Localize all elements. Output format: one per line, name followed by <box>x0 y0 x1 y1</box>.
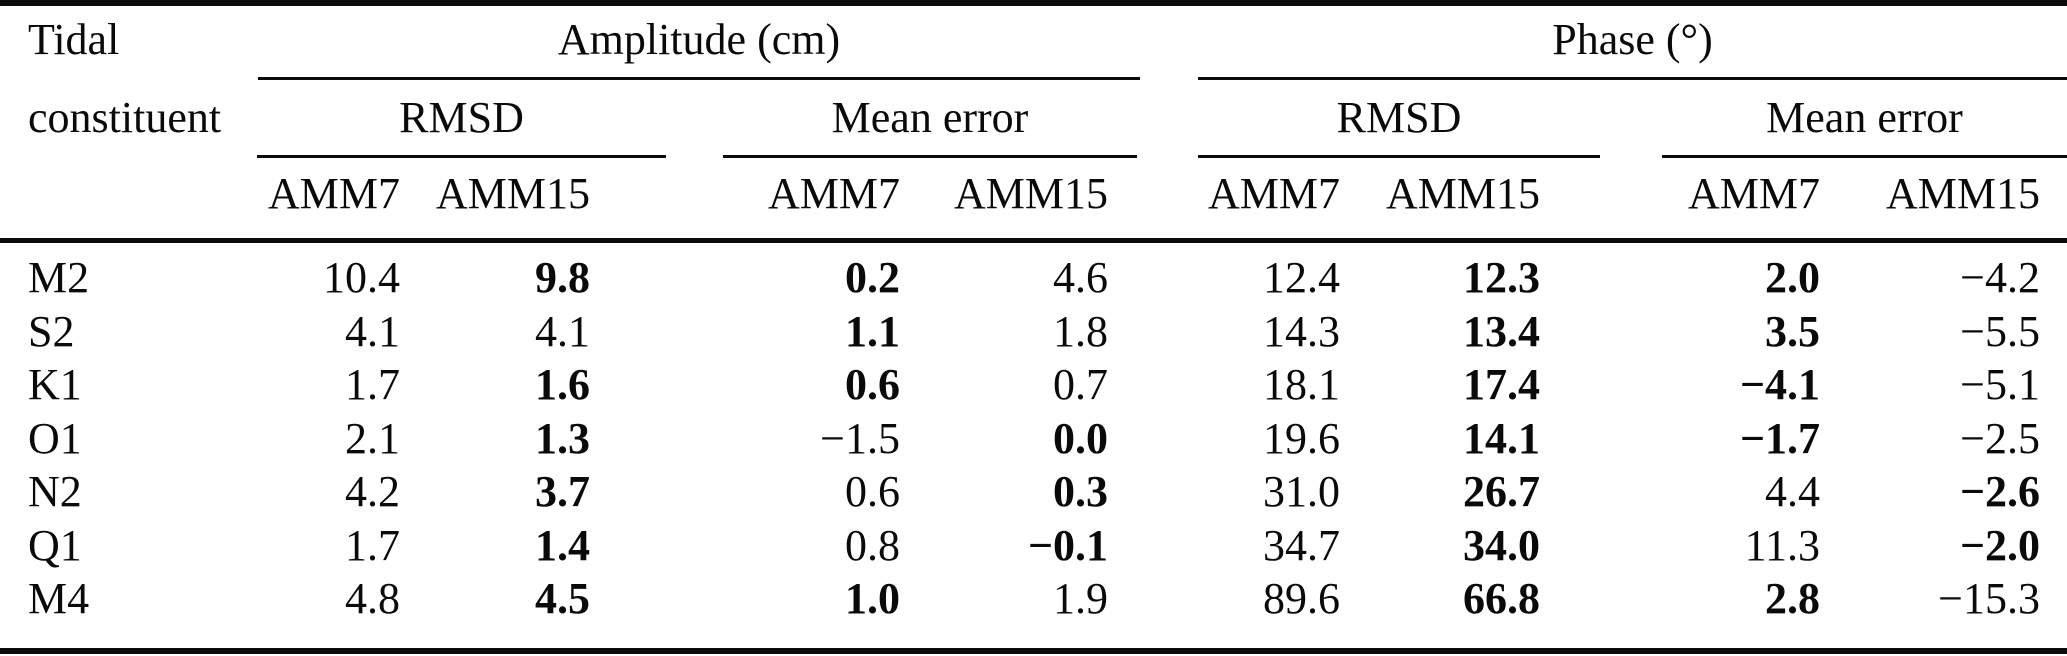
value-cell: 4.6 <box>1053 253 1108 302</box>
value-cell: 4.1 <box>345 306 400 356</box>
top-rule <box>0 0 2067 6</box>
phase-mean-error-header: Mean error <box>1766 93 1963 142</box>
phase-underline <box>1198 77 2067 80</box>
value-cell: 0.6 <box>845 360 900 409</box>
table-row: Q1 1.7 1.4 0.8 −0.1 34.7 34.0 11.3 −2.0 <box>0 519 2067 573</box>
bottom-rule <box>0 648 2067 654</box>
value-cell: 2.1 <box>345 413 400 463</box>
phase-mean-error-underline <box>1662 155 2067 158</box>
amp-rmsd-underline <box>257 155 666 158</box>
value-cell: 14.3 <box>1263 306 1340 356</box>
value-cell: 0.8 <box>845 520 900 570</box>
table-row: N2 4.2 3.7 0.6 0.3 31.0 26.7 4.4 −2.6 <box>0 465 2067 519</box>
value-cell: 0.3 <box>1053 467 1108 516</box>
amplitude-group-header: Amplitude (cm) <box>557 15 841 64</box>
phase-rmsd-underline <box>1198 155 1600 158</box>
value-cell: 10.4 <box>323 253 400 302</box>
value-cell: 4.1 <box>535 306 590 356</box>
model-header: AMM15 <box>435 169 590 218</box>
value-cell: 1.0 <box>845 574 900 623</box>
model-header: AMM7 <box>267 169 400 218</box>
constituent-label: O1 <box>28 413 82 463</box>
value-cell: 4.2 <box>345 467 400 516</box>
value-cell: 9.8 <box>535 253 590 302</box>
value-cell: 19.6 <box>1263 413 1340 463</box>
value-cell: −1.7 <box>1739 413 1820 463</box>
constituent-label: M4 <box>28 574 90 623</box>
value-cell: 89.6 <box>1263 574 1340 623</box>
value-cell: 1.4 <box>535 520 590 570</box>
value-cell: 4.4 <box>1765 467 1820 516</box>
value-cell: 1.7 <box>345 360 400 409</box>
amp-mean-error-underline <box>723 155 1137 158</box>
model-header-spacer <box>0 166 255 222</box>
value-cell: −2.6 <box>1959 467 2040 516</box>
phase-rmsd-header: RMSD <box>1336 93 1462 142</box>
value-cell: 12.4 <box>1263 253 1340 302</box>
value-cell: 1.6 <box>535 360 590 409</box>
value-cell: 12.3 <box>1463 253 1540 302</box>
model-header: AMM15 <box>1385 169 1540 218</box>
table-row: K1 1.7 1.6 0.6 0.7 18.1 17.4 −4.1 −5.1 <box>0 358 2067 412</box>
row-header-line2: constituent <box>28 93 222 142</box>
value-cell: 3.5 <box>1765 306 1820 356</box>
value-cell: 1.7 <box>345 520 400 570</box>
value-cell: 1.1 <box>845 306 900 356</box>
value-cell: 18.1 <box>1263 360 1340 409</box>
constituent-label: N2 <box>28 467 82 516</box>
header-body-rule <box>0 238 2067 243</box>
constituent-label: K1 <box>28 360 82 409</box>
value-cell: 26.7 <box>1463 467 1540 516</box>
amp-rmsd-header: RMSD <box>399 93 524 142</box>
value-cell: 34.0 <box>1463 520 1540 570</box>
value-cell: −1.5 <box>820 413 900 463</box>
value-cell: 2.8 <box>1765 574 1820 623</box>
constituent-label: S2 <box>28 306 75 356</box>
model-header: AMM7 <box>1207 169 1340 218</box>
value-cell: 14.1 <box>1463 413 1540 463</box>
model-header-row: AMM7 AMM15 AMM7 AMM15 AMM7 AMM15 AMM7 AM… <box>0 166 2067 222</box>
table-row: M2 10.4 9.8 0.2 4.6 12.4 12.3 2.0 −4.2 <box>0 251 2067 305</box>
value-cell: 1.8 <box>1053 306 1108 356</box>
value-cell: 4.5 <box>535 574 590 623</box>
value-cell: −15.3 <box>1938 574 2040 623</box>
value-cell: 4.8 <box>345 574 400 623</box>
value-cell: 34.7 <box>1263 520 1340 570</box>
value-cell: 1.3 <box>535 413 590 463</box>
value-cell: 3.7 <box>535 467 590 516</box>
table-row: M4 4.8 4.5 1.0 1.9 89.6 66.8 2.8 −15.3 <box>0 572 2067 626</box>
value-cell: 17.4 <box>1463 360 1540 409</box>
value-cell: 0.6 <box>845 467 900 516</box>
value-cell: −4.2 <box>1960 253 2040 302</box>
value-cell: 66.8 <box>1463 574 1540 623</box>
row-header-line1: Tidal <box>28 15 120 64</box>
value-cell: 11.3 <box>1744 520 1820 570</box>
phase-group-header: Phase (°) <box>1552 15 1713 64</box>
value-cell: −0.1 <box>1027 520 1108 570</box>
value-cell: −5.1 <box>1960 360 2040 409</box>
model-header: AMM15 <box>1885 169 2040 218</box>
value-cell: 0.2 <box>845 253 900 302</box>
value-cell: 0.7 <box>1053 360 1108 409</box>
constituent-label: M2 <box>28 253 90 302</box>
value-cell: −2.0 <box>1959 520 2040 570</box>
constituent-label: Q1 <box>28 520 82 570</box>
value-cell: 31.0 <box>1263 467 1340 516</box>
value-cell: 2.0 <box>1765 253 1820 302</box>
table-row: S2 4.1 4.1 1.1 1.8 14.3 13.4 3.5 −5.5 <box>0 305 2067 359</box>
value-cell: 0.0 <box>1053 413 1108 463</box>
model-header: AMM7 <box>1687 169 1820 218</box>
amplitude-underline <box>258 77 1140 80</box>
value-cell: 13.4 <box>1463 306 1540 356</box>
value-cell: 1.9 <box>1053 574 1108 623</box>
amp-mean-error-header: Mean error <box>831 93 1029 142</box>
table-row: O1 2.1 1.3 −1.5 0.0 19.6 14.1 −1.7 −2.5 <box>0 412 2067 466</box>
value-cell: −4.1 <box>1739 360 1820 409</box>
model-header: AMM15 <box>953 169 1108 218</box>
model-header: AMM7 <box>767 169 900 218</box>
value-cell: −2.5 <box>1960 413 2040 463</box>
value-cell: −5.5 <box>1960 306 2040 356</box>
